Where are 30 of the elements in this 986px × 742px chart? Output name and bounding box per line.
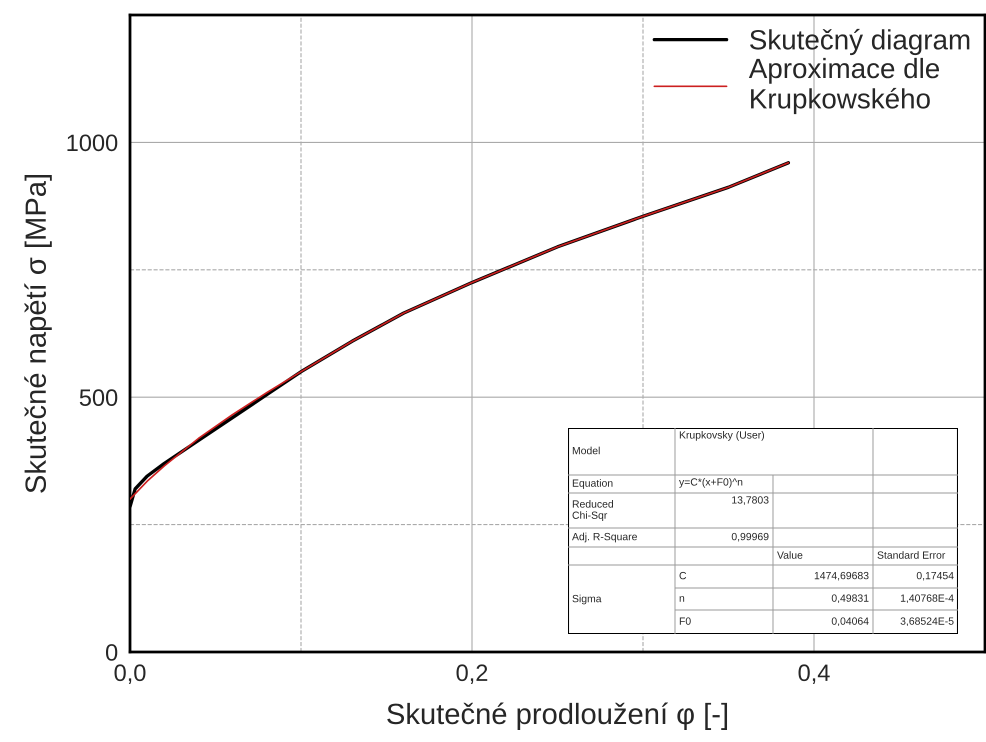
legend-label: Skutečný diagram xyxy=(750,28,970,56)
annotation: 0,49831 xyxy=(832,594,868,604)
annotation: C xyxy=(680,572,686,580)
y-tick-label: 1000 xyxy=(67,134,118,152)
annotation: Reduced Chi-Sqr xyxy=(572,500,614,521)
annotation: 0,04064 xyxy=(832,617,869,626)
annotation: 0,17454 xyxy=(916,572,954,581)
annotation: y=C*(x+F0)^n xyxy=(679,478,742,488)
x-tick-label: 0,4 xyxy=(798,664,830,684)
annotation: Standard Error xyxy=(877,551,946,559)
y-axis-title: Skutečné napětí σ [MPa] xyxy=(24,174,52,493)
annotation: 0,99969 xyxy=(732,532,769,542)
x-tick-label: 0,2 xyxy=(456,664,488,684)
annotation: Sigma xyxy=(572,594,602,604)
y-tick-label: 500 xyxy=(80,389,118,406)
annotation: n xyxy=(680,596,684,602)
annotation: Value xyxy=(777,551,802,559)
annotation: F0 xyxy=(680,617,691,625)
legend-label: Aproximace dle Krupkowského xyxy=(748,58,940,114)
annotation: 1,40768E-4 xyxy=(900,594,954,604)
annotation: Model xyxy=(572,446,600,454)
x-axis-title: Skutečné prodloužení φ [-] xyxy=(387,702,728,730)
y-tick-label: 0 xyxy=(106,644,118,661)
annotation: Adj. R-Square xyxy=(572,532,637,542)
annotation: 13,7803 xyxy=(732,496,769,505)
x-tick-label: 0,0 xyxy=(114,664,146,684)
annotation: 1474,69683 xyxy=(814,572,869,581)
annotation: Krupkovsky (User) xyxy=(680,431,764,441)
annotation: 3,68524E-5 xyxy=(900,617,954,626)
annotation: Equation xyxy=(572,479,612,489)
